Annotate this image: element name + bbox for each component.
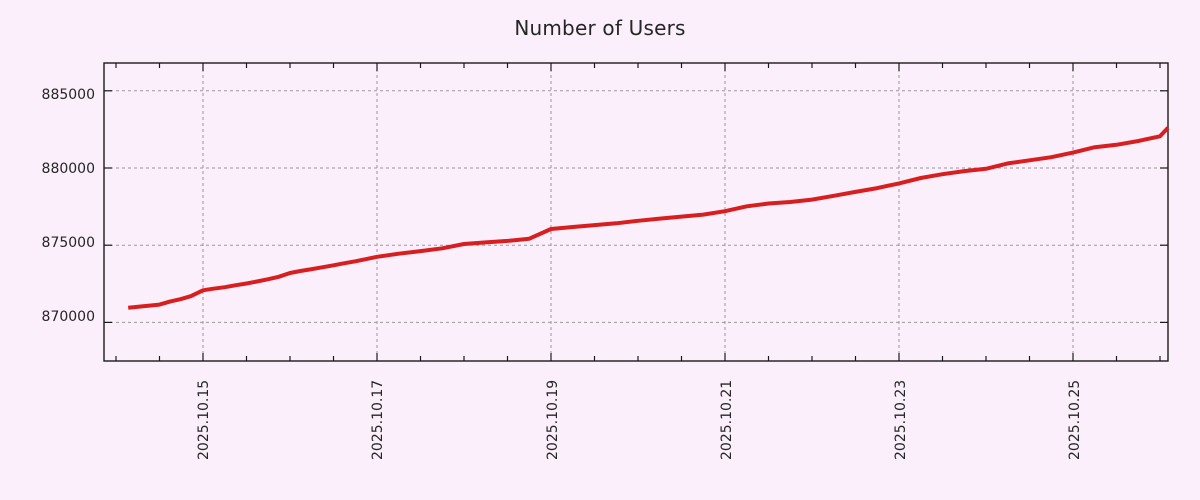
plot-background xyxy=(104,63,1168,361)
x-tick-label-2025-10-17: 2025.10.17 xyxy=(370,379,386,460)
y-tick-label-885000: 885000 xyxy=(41,87,95,103)
tick-marks xyxy=(104,63,1168,361)
x-tick-label-2025-10-21: 2025.10.21 xyxy=(719,379,735,460)
x-tick-label-2025-10-23: 2025.10.23 xyxy=(893,379,909,460)
chart-title: Number of Users xyxy=(514,16,686,40)
data-series-line xyxy=(128,126,1170,310)
x-tick-label-2025-10-19: 2025.10.19 xyxy=(545,379,561,460)
x-tick-label-2025-10-25: 2025.10.25 xyxy=(1067,379,1083,460)
plot-frame xyxy=(103,62,1169,362)
y-tick-label-870000: 870000 xyxy=(41,309,95,325)
x-tick-label-2025-10-15: 2025.10.15 xyxy=(196,379,212,460)
y-tick-label-880000: 880000 xyxy=(41,161,95,177)
x-gridlines xyxy=(202,63,1074,361)
y-tick-label-875000: 875000 xyxy=(41,235,95,251)
